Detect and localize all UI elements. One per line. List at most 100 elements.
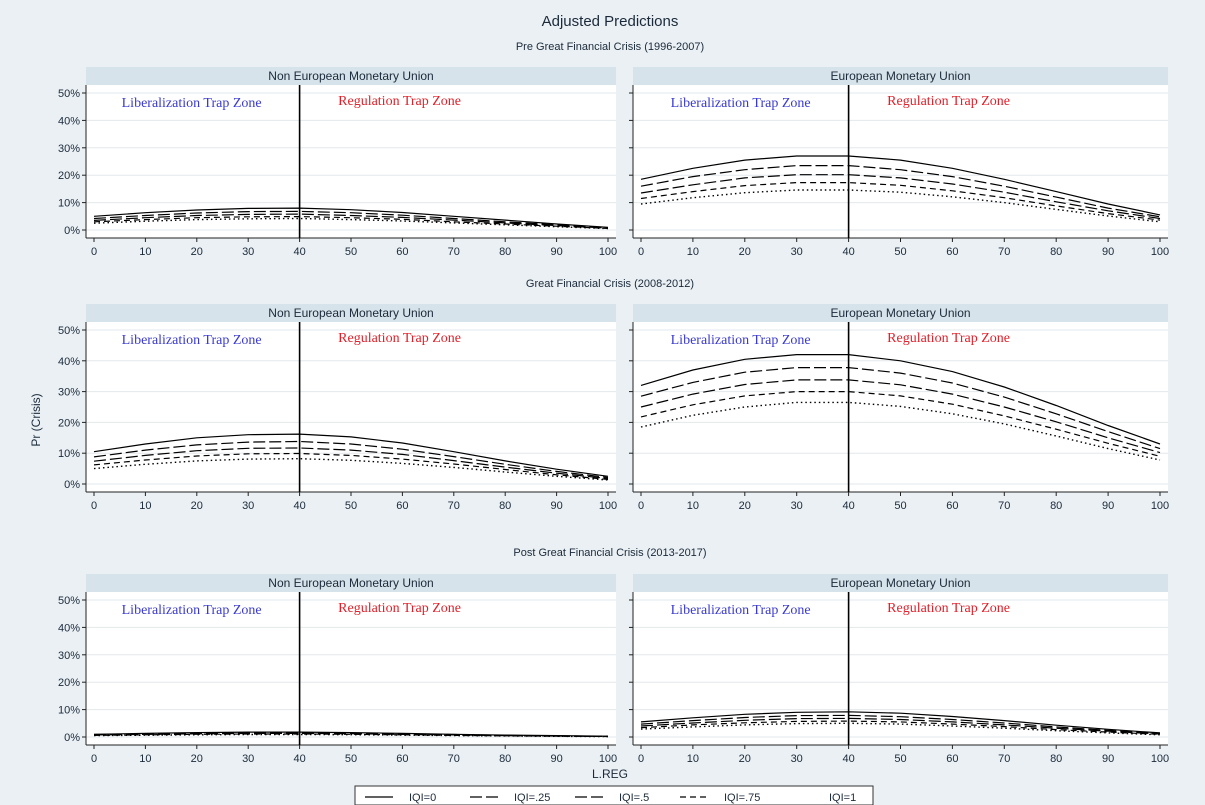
x-tick-label: 30 <box>242 500 254 512</box>
x-tick-label: 20 <box>191 753 203 765</box>
x-tick-label: 100 <box>599 246 617 258</box>
series-line <box>640 182 1161 221</box>
y-tick-label: 30% <box>58 650 80 662</box>
y-axis-label: Pr (Crisis) <box>29 393 43 446</box>
y-tick-label: 20% <box>58 417 80 429</box>
series-line <box>93 733 609 738</box>
panel-strip <box>86 574 616 592</box>
series-line <box>640 379 1161 454</box>
x-tick-label: 80 <box>499 753 511 765</box>
panel-strip <box>633 304 1168 322</box>
x-tick-label: 40 <box>842 753 854 765</box>
y-tick-label: 0% <box>64 225 80 237</box>
x-tick-label: 30 <box>791 753 803 765</box>
panel-2: Non European Monetary Union 0% 10% 20% 30% 40… <box>58 304 617 512</box>
x-tick-label: 60 <box>396 500 408 512</box>
x-tick-label: 30 <box>791 246 803 258</box>
y-tick-label: 30% <box>58 143 80 155</box>
series-line <box>93 447 609 480</box>
legend-label: IQI=.25 <box>514 792 550 804</box>
series-line <box>93 207 609 228</box>
panel-4: Non European Monetary Union 0% 10% 20% 30% 40… <box>58 574 617 765</box>
x-tick-label: 100 <box>599 753 617 765</box>
zone-label-liberalization: Liberalization Trap Zone <box>671 603 811 618</box>
legend: IQI=0 IQI=.25 IQI=.5 IQI=.75 IQI=1 <box>354 785 874 805</box>
x-tick-label: 100 <box>1151 753 1169 765</box>
series-line <box>93 440 609 479</box>
x-tick-label: 60 <box>396 246 408 258</box>
panel-strip-label: Non European Monetary Union <box>268 576 433 590</box>
x-tick-label: 70 <box>998 753 1010 765</box>
legend-items: IQI=0 IQI=.25 IQI=.5 IQI=.75 IQI=1 <box>365 792 856 804</box>
figure-title: Adjusted Predictions <box>542 13 679 30</box>
x-tick-label: 60 <box>946 500 958 512</box>
x-tick-label: 70 <box>448 753 460 765</box>
x-tick-label: 10 <box>687 500 699 512</box>
zone-label-regulation: Regulation Trap Zone <box>338 94 461 109</box>
x-tick-label: 90 <box>550 753 562 765</box>
x-tick-label: 80 <box>499 246 511 258</box>
series-line <box>640 711 1161 734</box>
x-tick-label: 80 <box>1050 246 1062 258</box>
series-line <box>93 210 609 229</box>
zone-label-liberalization: Liberalization Trap Zone <box>122 333 262 348</box>
x-tick-label: 80 <box>1050 500 1062 512</box>
x-tick-label: 0 <box>91 246 97 258</box>
panel-strip-label: Non European Monetary Union <box>268 306 433 320</box>
x-tick-label: 40 <box>842 246 854 258</box>
x-tick-label: 40 <box>293 753 305 765</box>
panel-strip <box>633 67 1168 85</box>
x-tick-label: 100 <box>1151 246 1169 258</box>
period-title-gfc: Great Financial Crisis (2008-2012) <box>526 278 694 290</box>
y-tick-label: 50% <box>58 595 80 607</box>
y-tick-label: 30% <box>58 387 80 399</box>
zone-label-regulation: Regulation Trap Zone <box>887 94 1010 109</box>
zone-label-regulation: Regulation Trap Zone <box>887 601 1010 616</box>
x-tick-label: 90 <box>1102 500 1114 512</box>
x-tick-label: 50 <box>894 500 906 512</box>
series-line <box>640 165 1161 218</box>
x-tick-label: 10 <box>687 753 699 765</box>
period-title-post-gfc: Post Great Financial Crisis (2013-2017) <box>513 547 706 559</box>
x-tick-label: 40 <box>293 500 305 512</box>
y-tick-label: 10% <box>58 198 80 210</box>
legend-box <box>354 785 874 805</box>
series-line <box>93 217 609 230</box>
y-tick-label: 40% <box>58 115 80 127</box>
panel-5: European Monetary Union 0 10 20 30 40 50 60 70 80… <box>629 574 1169 765</box>
x-tick-label: 70 <box>448 246 460 258</box>
y-tick-label: 10% <box>58 448 80 460</box>
zone-label-regulation: Regulation Trap Zone <box>338 601 461 616</box>
x-tick-label: 20 <box>191 500 203 512</box>
panel-strip <box>633 574 1168 592</box>
y-tick-label: 40% <box>58 622 80 634</box>
panel-strip-label: European Monetary Union <box>830 306 970 320</box>
zone-label-liberalization: Liberalization Trap Zone <box>671 96 811 111</box>
x-tick-label: 20 <box>739 500 751 512</box>
x-tick-label: 80 <box>1050 753 1062 765</box>
x-tick-label: 70 <box>998 500 1010 512</box>
x-tick-label: 40 <box>293 246 305 258</box>
panel-1: European Monetary Union 0 10 20 30 40 50 60 70 80… <box>629 67 1169 258</box>
x-tick-label: 20 <box>191 246 203 258</box>
series-line <box>640 155 1161 216</box>
x-tick-label: 60 <box>946 753 958 765</box>
x-tick-label: 50 <box>894 246 906 258</box>
series-line <box>640 714 1161 734</box>
series-line <box>640 720 1161 735</box>
panel-strip-label: European Monetary Union <box>830 576 970 590</box>
panel-grid: Non European Monetary Union 0% 10% 20% 30% 40… <box>58 67 1169 765</box>
x-tick-label: 20 <box>739 246 751 258</box>
panel-0: Non European Monetary Union 0% 10% 20% 30% 40… <box>58 67 617 258</box>
zone-label-liberalization: Liberalization Trap Zone <box>122 603 262 618</box>
x-tick-label: 90 <box>550 246 562 258</box>
zone-label-regulation: Regulation Trap Zone <box>887 331 1010 346</box>
x-tick-label: 100 <box>599 500 617 512</box>
x-axis-label: L.REG <box>592 767 628 781</box>
legend-label: IQI=0 <box>409 792 436 804</box>
series-line <box>640 354 1161 445</box>
panel-3: European Monetary Union 0 10 20 30 40 50 60 70 80… <box>629 304 1169 512</box>
x-tick-label: 30 <box>242 753 254 765</box>
panel-strip <box>86 304 616 322</box>
